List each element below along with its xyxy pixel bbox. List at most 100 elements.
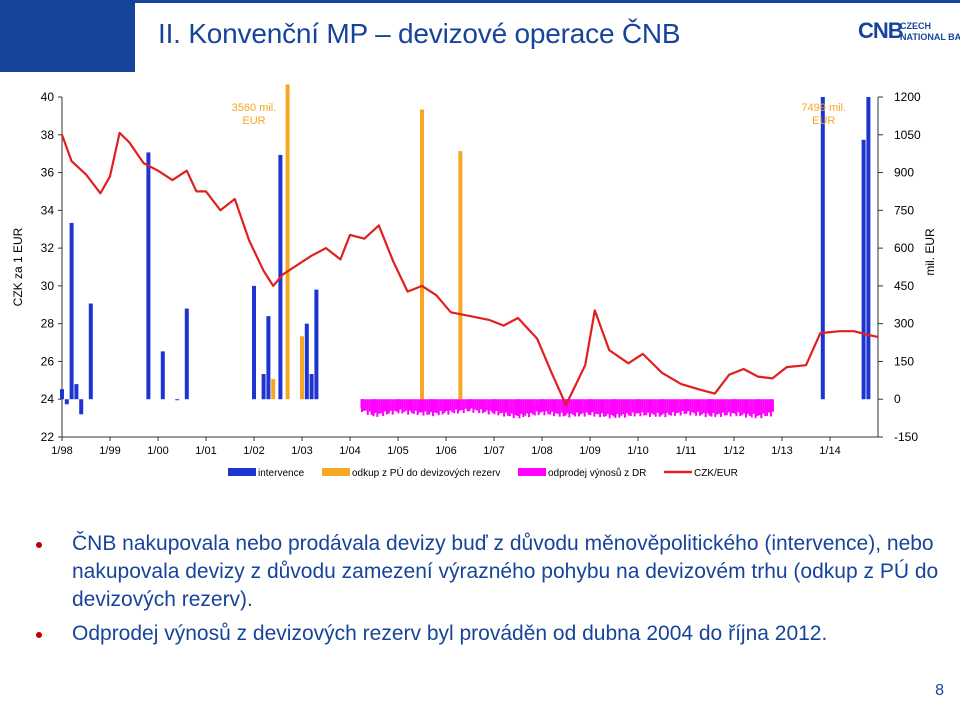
bar-odprodej [668, 399, 671, 415]
bar-odprodej [466, 399, 469, 412]
bar-odprodej [718, 399, 721, 414]
bar-odprodej [639, 399, 642, 417]
bar-odprodej [710, 399, 713, 417]
bar-odkup [271, 379, 276, 400]
bar-odprodej [706, 399, 709, 414]
bar-odprodej [533, 399, 536, 416]
bar-odprodej [660, 399, 663, 416]
bar-intervence [69, 222, 74, 400]
bar-odprodej [470, 399, 473, 409]
bar-odprodej [572, 399, 575, 415]
bullet-item: Odprodej výnosů z devizových rezerv byl … [30, 620, 940, 648]
bar-odprodej [725, 399, 728, 416]
bar-odprodej [457, 399, 459, 414]
bar-odprodej [362, 399, 365, 411]
bar-odprodej [695, 399, 698, 416]
bullet-text: Odprodej výnosů z devizových rezerv byl … [72, 622, 828, 645]
bar-odprodej [554, 399, 557, 414]
bar-odkup [420, 109, 424, 400]
bar-intervence [88, 303, 93, 400]
right-tick-label: 300 [894, 317, 914, 331]
bar-odprodej [698, 399, 701, 416]
x-tick-label: 1/08 [531, 445, 552, 457]
bar-intervence [160, 351, 165, 400]
bar-odprodej [597, 399, 600, 415]
bar-odprodej [746, 399, 749, 414]
bar-odprodej [478, 399, 481, 414]
bar-odprodej [570, 399, 573, 414]
header-rule [135, 0, 960, 3]
bar-odprodej [658, 399, 661, 417]
x-tick-label: 1/10 [627, 445, 648, 457]
bar-odprodej [447, 399, 450, 415]
bar-intervence [304, 323, 309, 400]
bar-odprodej [723, 399, 726, 416]
bar-odprodej [451, 399, 454, 413]
logo-mark: CNB [858, 18, 904, 43]
bar-odprodej [395, 399, 398, 412]
cnb-logo: CNB CZECH NATIONAL BANK [858, 16, 960, 56]
x-tick-label: 1/99 [99, 445, 120, 457]
bar-odprodej [677, 399, 680, 413]
bar-odprodej [441, 399, 444, 415]
bar-odprodej [566, 399, 569, 414]
bar-odprodej [649, 399, 651, 417]
bar-odprodej [403, 399, 406, 412]
bar-odprodej [631, 399, 634, 413]
bar-odprodej [514, 399, 517, 416]
bar-odprodej [712, 399, 715, 413]
bar-odprodej [727, 399, 730, 413]
bar-odprodej [704, 399, 707, 418]
bar-odprodej [593, 399, 596, 417]
bar-odprodej [670, 399, 673, 416]
right-axis-title: mil. EUR [923, 228, 937, 276]
slide-title: II. Konvenční MP – devizové operace ČNB [158, 18, 681, 49]
bar-odprodej [364, 399, 367, 411]
annotation-label: 7499 mil. [801, 102, 846, 114]
bar-odprodej [721, 399, 724, 413]
x-tick-label: 1/13 [771, 445, 792, 457]
left-axis-title: CZK za 1 EUR [11, 227, 25, 306]
bar-odprodej [508, 399, 511, 417]
bar-odprodej [729, 399, 732, 417]
bar-odprodej [505, 399, 507, 413]
bar-odprodej [672, 399, 675, 412]
bar-odprodej [689, 399, 692, 416]
bar-intervence [146, 152, 151, 400]
bar-odprodej [455, 399, 458, 410]
bar-odprodej [518, 399, 521, 419]
legend-label: odkup z PÚ do devizových rezerv [352, 466, 500, 479]
bar-odprodej [576, 399, 579, 413]
bar-odprodej [770, 399, 774, 412]
bar-odprodej [537, 399, 540, 416]
bar-odprodej [745, 399, 747, 418]
bar-odprodej [483, 399, 486, 413]
bullet-item: ČNB nakupovala nebo prodávala devizy buď… [30, 530, 940, 614]
bar-odprodej [683, 399, 686, 414]
bar-odprodej [543, 399, 546, 416]
x-tick-label: 1/03 [291, 445, 312, 457]
bar-odprodej [522, 399, 525, 418]
bar-odprodej [647, 399, 650, 413]
bar-odprodej [432, 399, 435, 417]
bar-odprodej [700, 399, 703, 415]
bar-odprodej [564, 399, 567, 416]
annotation-label: EUR [242, 115, 265, 127]
bar-intervence [184, 308, 189, 400]
bar-odprodej [735, 399, 738, 417]
left-tick-label: 32 [41, 241, 55, 255]
bar-odprodej [691, 399, 694, 413]
bar-odprodej [389, 399, 392, 411]
bar-odprodej [769, 399, 772, 417]
bar-odprodej [635, 399, 638, 414]
bar-odprodej [583, 399, 586, 417]
bar-odprodej [673, 399, 676, 416]
bar-odprodej [495, 399, 498, 411]
bar-odprodej [662, 399, 665, 414]
x-tick-label: 1/09 [579, 445, 600, 457]
bar-odprodej [741, 399, 744, 416]
bar-odprodej [476, 399, 479, 411]
bar-odprodej [368, 399, 371, 412]
bar-odprodej [610, 399, 613, 415]
bar-odprodej [487, 399, 490, 415]
